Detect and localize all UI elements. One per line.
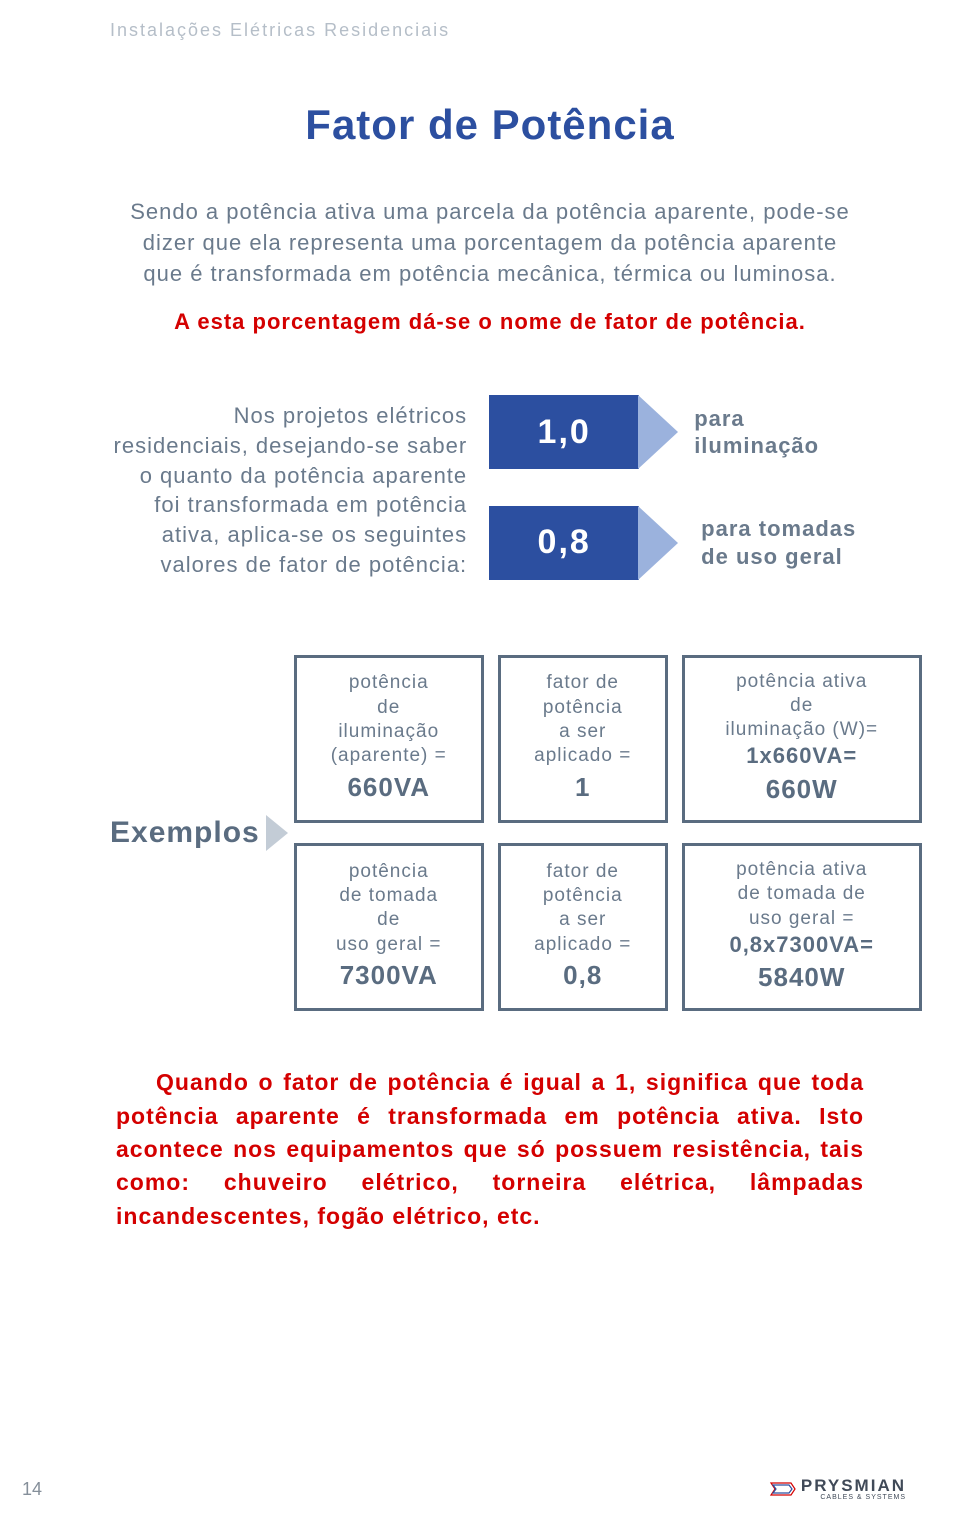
- example-box-4-text: fator de potência a ser aplicado =: [507, 860, 659, 957]
- factors-badges: 1,0 para iluminação 0,8 para tomadas de …: [489, 395, 870, 579]
- intro-highlight: A esta porcentagem dá-se o nome de fator…: [110, 309, 870, 335]
- footnote: Quando o fator de potência é igual a 1, …: [116, 1066, 864, 1233]
- example-box-5-text: potência ativa de tomada de uso geral =: [691, 858, 913, 931]
- example-box-5-value2: 5840W: [691, 961, 913, 994]
- examples-label-wrap: Exemplos: [110, 815, 288, 851]
- examples-grid: potência de iluminação (aparente) = 660V…: [294, 655, 922, 1012]
- example-box-1-text: fator de potência a ser aplicado =: [507, 671, 659, 768]
- example-box-0-value: 660VA: [303, 771, 475, 804]
- brand-name: PRYSMIAN: [801, 1477, 906, 1494]
- example-box-2-value2: 660W: [691, 773, 913, 806]
- factor-badge-0: 1,0: [489, 395, 672, 469]
- example-box-4-value: 0,8: [507, 959, 659, 992]
- factors-left-text: Nos projetos elétricos residenciais, des…: [110, 395, 467, 579]
- examples-section: Exemplos potência de iluminação (aparent…: [110, 655, 870, 1012]
- factor-label-1: para tomadas de uso geral: [701, 515, 856, 570]
- brand-logo: PRYSMIAN CABLES & SYSTEMS: [769, 1477, 906, 1501]
- examples-label: Exemplos: [110, 816, 260, 850]
- example-box-3: potência de tomada de uso geral = 7300VA: [294, 843, 484, 1011]
- factor-badge-1-arrow: [638, 506, 678, 580]
- intro-paragraph: Sendo a potência ativa uma parcela da po…: [130, 197, 850, 289]
- factors-section: Nos projetos elétricos residenciais, des…: [110, 395, 870, 579]
- factor-badge-0-arrow: [638, 395, 678, 469]
- brand-logo-icon: [769, 1479, 797, 1499]
- example-box-5: potência ativa de tomada de uso geral = …: [682, 843, 922, 1011]
- factor-label-0: para iluminação: [694, 405, 870, 460]
- example-box-0: potência de iluminação (aparente) = 660V…: [294, 655, 484, 823]
- factor-badge-1-box: 0,8: [489, 506, 639, 580]
- footnote-text: Quando o fator de potência é igual a 1, …: [116, 1069, 864, 1228]
- example-box-5-value: 0,8x7300VA=: [691, 931, 913, 959]
- example-box-2: potência ativa de iluminação (W)= 1x660V…: [682, 655, 922, 823]
- factor-pair-1: 0,8 para tomadas de uso geral: [489, 506, 870, 580]
- factor-pair-0: 1,0 para iluminação: [489, 395, 870, 469]
- doc-header: Instalações Elétricas Residenciais: [110, 20, 870, 41]
- brand-sub: CABLES & SYSTEMS: [801, 1494, 906, 1501]
- factor-badge-1: 0,8: [489, 506, 679, 580]
- example-box-3-value: 7300VA: [303, 959, 475, 992]
- example-box-1-value: 1: [507, 771, 659, 804]
- example-box-0-text: potência de iluminação (aparente) =: [303, 671, 475, 768]
- footer: 14 PRYSMIAN CABLES & SYSTEMS: [0, 1477, 960, 1501]
- example-box-2-text: potência ativa de iluminação (W)=: [691, 670, 913, 743]
- factor-badge-0-box: 1,0: [489, 395, 639, 469]
- examples-arrow-icon: [266, 815, 288, 851]
- page-number: 14: [22, 1479, 42, 1500]
- page-title: Fator de Potência: [110, 101, 870, 149]
- example-box-3-text: potência de tomada de uso geral =: [303, 860, 475, 957]
- example-box-1: fator de potência a ser aplicado = 1: [498, 655, 668, 823]
- example-box-2-value: 1x660VA=: [691, 742, 913, 770]
- example-box-4: fator de potência a ser aplicado = 0,8: [498, 843, 668, 1011]
